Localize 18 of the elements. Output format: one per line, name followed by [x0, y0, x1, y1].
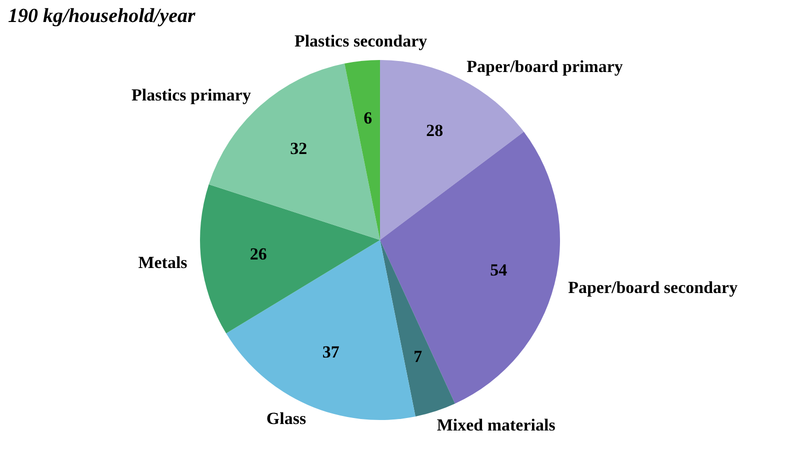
- slice-label: Metals: [138, 252, 188, 272]
- slice-label: Glass: [266, 409, 306, 428]
- slice-label: Paper/board primary: [466, 56, 624, 76]
- data-label: 37: [322, 342, 340, 362]
- pie-slice: [344, 60, 380, 240]
- chart-subtitle: 190 kg/household/year: [8, 5, 196, 27]
- data-label: 54: [490, 260, 508, 280]
- data-label: 7: [414, 346, 423, 366]
- slice-label: Plastics secondary: [294, 31, 428, 50]
- data-label: 6: [364, 108, 372, 128]
- pie-slice: [380, 240, 456, 416]
- slice-label: Mixed materials: [436, 415, 556, 434]
- data-label: 26: [250, 244, 267, 264]
- slice-label: Plastics primary: [132, 86, 252, 105]
- slice-label: Paper/board secondary: [568, 278, 738, 298]
- data-label: 28: [426, 120, 444, 140]
- data-label: 32: [290, 139, 308, 158]
- pie-slice: [200, 184, 380, 334]
